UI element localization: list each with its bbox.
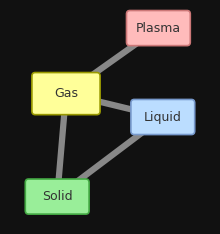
Text: Liquid: Liquid bbox=[144, 110, 182, 124]
FancyBboxPatch shape bbox=[32, 73, 100, 115]
FancyBboxPatch shape bbox=[25, 179, 89, 214]
Text: Solid: Solid bbox=[42, 190, 73, 203]
FancyBboxPatch shape bbox=[126, 11, 190, 46]
Text: Gas: Gas bbox=[54, 87, 78, 100]
Text: Plasma: Plasma bbox=[136, 22, 181, 35]
FancyBboxPatch shape bbox=[131, 99, 195, 135]
